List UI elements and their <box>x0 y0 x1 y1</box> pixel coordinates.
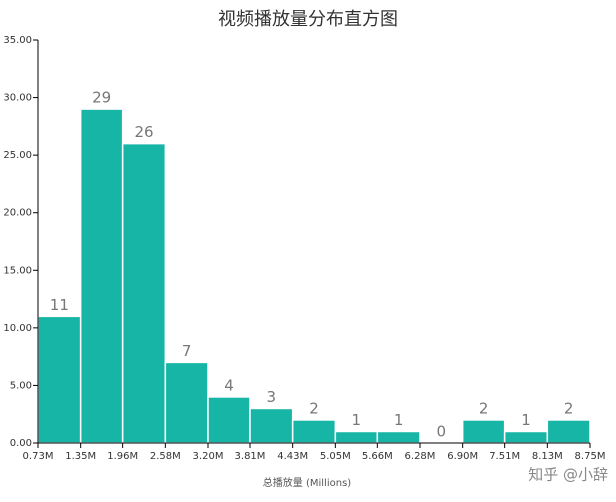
y-tick-label: 15.00 <box>3 265 32 276</box>
x-tick-label: 8.75M <box>575 451 606 462</box>
y-tick-label: 30.00 <box>3 93 32 104</box>
y-tick-label: 20.00 <box>3 208 32 219</box>
value-label: 29 <box>92 89 111 107</box>
y-tick-label: 10.00 <box>3 323 32 334</box>
bar <box>376 430 421 444</box>
value-label: 11 <box>50 296 69 314</box>
bar <box>334 430 379 444</box>
value-label: 26 <box>134 123 153 141</box>
value-label: 0 <box>437 423 447 441</box>
x-tick-label: 5.05M <box>320 451 351 462</box>
x-tick-label: 3.20M <box>193 451 224 462</box>
x-tick-label: 2.58M <box>150 451 181 462</box>
x-tick-label: 1.96M <box>107 451 138 462</box>
x-tick-label: 5.66M <box>362 451 393 462</box>
bar <box>121 142 167 444</box>
watermark: 知乎 @小辞 <box>528 466 608 484</box>
value-label: 3 <box>267 388 277 406</box>
value-label: 2 <box>479 399 489 417</box>
bar <box>291 419 337 444</box>
value-label: 2 <box>564 399 574 417</box>
bar <box>546 419 591 444</box>
x-tick-label: 3.81M <box>235 451 266 462</box>
y-tick-label: 5.00 <box>10 380 32 391</box>
value-label: 1 <box>521 411 531 429</box>
bar <box>503 430 549 444</box>
bar <box>207 396 251 444</box>
bar <box>164 361 209 444</box>
x-tick-label: 6.28M <box>405 451 436 462</box>
chart-title: 视频播放量分布直方图 <box>218 9 398 30</box>
x-tick-label: 4.43M <box>277 451 308 462</box>
bar <box>461 419 506 444</box>
y-tick-label: 0.00 <box>10 438 32 449</box>
x-tick-label: 7.51M <box>489 451 520 462</box>
bar <box>37 315 82 444</box>
bar <box>79 108 124 444</box>
value-label: 7 <box>182 342 192 360</box>
y-tick-label: 25.00 <box>3 150 32 161</box>
y-tick-label: 35.00 <box>3 35 32 46</box>
value-label: 4 <box>224 376 234 394</box>
value-label: 2 <box>309 399 319 417</box>
x-tick-label: 6.90M <box>447 451 478 462</box>
x-tick-label: 8.13M <box>532 451 563 462</box>
value-label: 1 <box>352 411 362 429</box>
x-tick-label: 1.35M <box>65 451 96 462</box>
value-label: 1 <box>394 411 404 429</box>
x-axis-label: 总播放量 (Millions) <box>263 476 351 489</box>
x-tick-label: 0.73M <box>23 451 54 462</box>
bar <box>249 407 294 444</box>
